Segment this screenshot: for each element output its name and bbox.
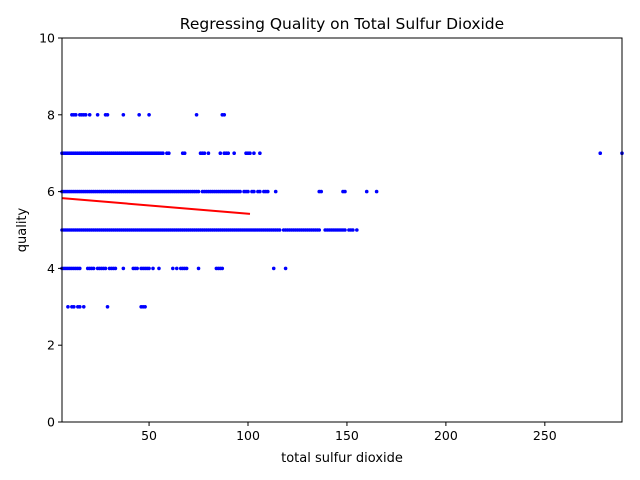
data-point — [174, 266, 179, 271]
data-point — [355, 228, 359, 232]
data-point — [74, 113, 78, 117]
y-tick-label: 10 — [39, 31, 55, 46]
data-point — [87, 113, 92, 117]
data-point — [105, 113, 110, 117]
data-point — [196, 266, 201, 271]
data-point — [121, 113, 126, 117]
y-tick-label: 4 — [47, 261, 55, 276]
data-point — [319, 189, 324, 194]
data-point — [317, 228, 322, 232]
data-point — [258, 189, 262, 194]
plot-frame — [61, 37, 623, 423]
x-axis-label: total sulfur dioxide — [281, 451, 403, 466]
data-point — [83, 113, 88, 117]
data-point — [277, 228, 282, 232]
data-point — [226, 151, 231, 155]
data-point — [202, 151, 207, 155]
data-point — [91, 266, 96, 271]
data-point — [598, 151, 603, 155]
data-point — [283, 266, 288, 271]
data-point — [252, 189, 256, 194]
x-tick-label: 200 — [434, 428, 458, 443]
data-point — [238, 189, 242, 194]
data-point — [258, 151, 262, 155]
y-axis-label: quality — [15, 207, 30, 252]
y-tick-label: 0 — [47, 415, 55, 430]
data-point — [78, 266, 82, 271]
data-point — [182, 151, 187, 155]
y-axis-ticks: 0 2 4 6 8 10 — [39, 31, 62, 430]
x-tick-label: 50 — [141, 428, 157, 443]
data-point — [232, 151, 236, 155]
data-point — [196, 189, 201, 194]
x-tick-label: 250 — [533, 428, 557, 443]
data-point — [147, 266, 151, 271]
data-point — [147, 113, 151, 117]
data-point — [184, 266, 189, 271]
regression-line-layer — [61, 197, 251, 215]
data-point — [78, 305, 82, 309]
data-point — [218, 151, 223, 155]
y-tick-label: 6 — [47, 184, 55, 199]
x-axis-ticks: 50 100 150 200 250 — [141, 422, 557, 443]
data-point — [351, 228, 355, 232]
data-point — [157, 266, 161, 271]
data-point — [271, 266, 276, 271]
data-point — [220, 266, 225, 271]
data-point — [364, 189, 369, 194]
data-point — [72, 305, 76, 309]
data-point — [343, 228, 347, 232]
data-point — [151, 266, 155, 271]
regression-line — [61, 197, 251, 215]
data-point — [95, 113, 100, 117]
x-tick-label: 150 — [335, 428, 359, 443]
data-point — [161, 151, 165, 155]
y-tick-label: 8 — [47, 107, 55, 122]
data-point — [266, 189, 270, 194]
data-point — [66, 305, 70, 309]
data-point — [248, 151, 252, 155]
data-point — [273, 189, 278, 194]
y-tick-label: 2 — [47, 338, 55, 353]
data-point — [222, 113, 227, 117]
data-point — [103, 266, 108, 271]
data-point — [121, 266, 126, 271]
chart-title: Regressing Quality on Total Sulfur Dioxi… — [180, 15, 504, 33]
data-point — [374, 189, 379, 194]
data-point — [167, 151, 171, 155]
data-point — [206, 151, 211, 155]
data-point — [194, 113, 199, 117]
data-point — [113, 266, 118, 271]
data-point — [171, 266, 175, 271]
data-point — [81, 305, 86, 309]
data-point — [135, 266, 139, 271]
data-point — [252, 151, 256, 155]
data-point — [143, 305, 147, 309]
data-point — [343, 189, 347, 194]
x-tick-label: 100 — [236, 428, 260, 443]
points-layer — [60, 113, 624, 309]
data-point — [105, 305, 110, 309]
data-point — [137, 113, 141, 117]
data-point — [246, 189, 250, 194]
